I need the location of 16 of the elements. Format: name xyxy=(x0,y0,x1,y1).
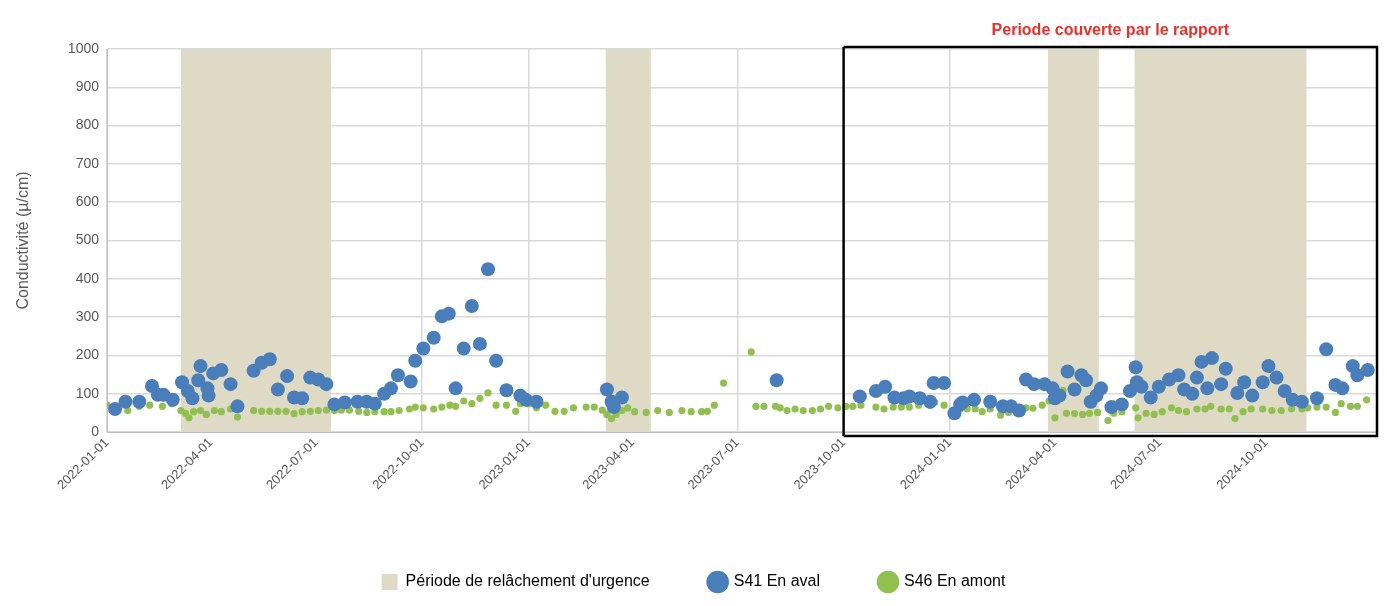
y-tick-label: 900 xyxy=(75,78,100,95)
y-tick-label: 200 xyxy=(75,346,100,363)
legend-label: Période de relâchement d'urgence xyxy=(405,572,650,590)
y-tick-label: 800 xyxy=(75,116,100,133)
text: Periode couverte par le rapport xyxy=(991,21,1230,39)
y-tick-label: 0 xyxy=(91,422,100,439)
y-tick-label: 600 xyxy=(75,193,100,210)
y-axis-title: Conductivité (µ/cm) xyxy=(14,171,32,310)
y-tick-label: 700 xyxy=(75,154,100,171)
y-tick-label: 400 xyxy=(75,269,100,286)
y-tick-label: 1000 xyxy=(67,39,100,56)
legend-label: S41 En aval xyxy=(733,572,820,590)
y-tick-label: 300 xyxy=(75,307,100,324)
y-tick-label: 500 xyxy=(75,231,100,248)
legend-label: S46 En amont xyxy=(903,572,1006,590)
y-tick-label: 100 xyxy=(75,384,100,401)
